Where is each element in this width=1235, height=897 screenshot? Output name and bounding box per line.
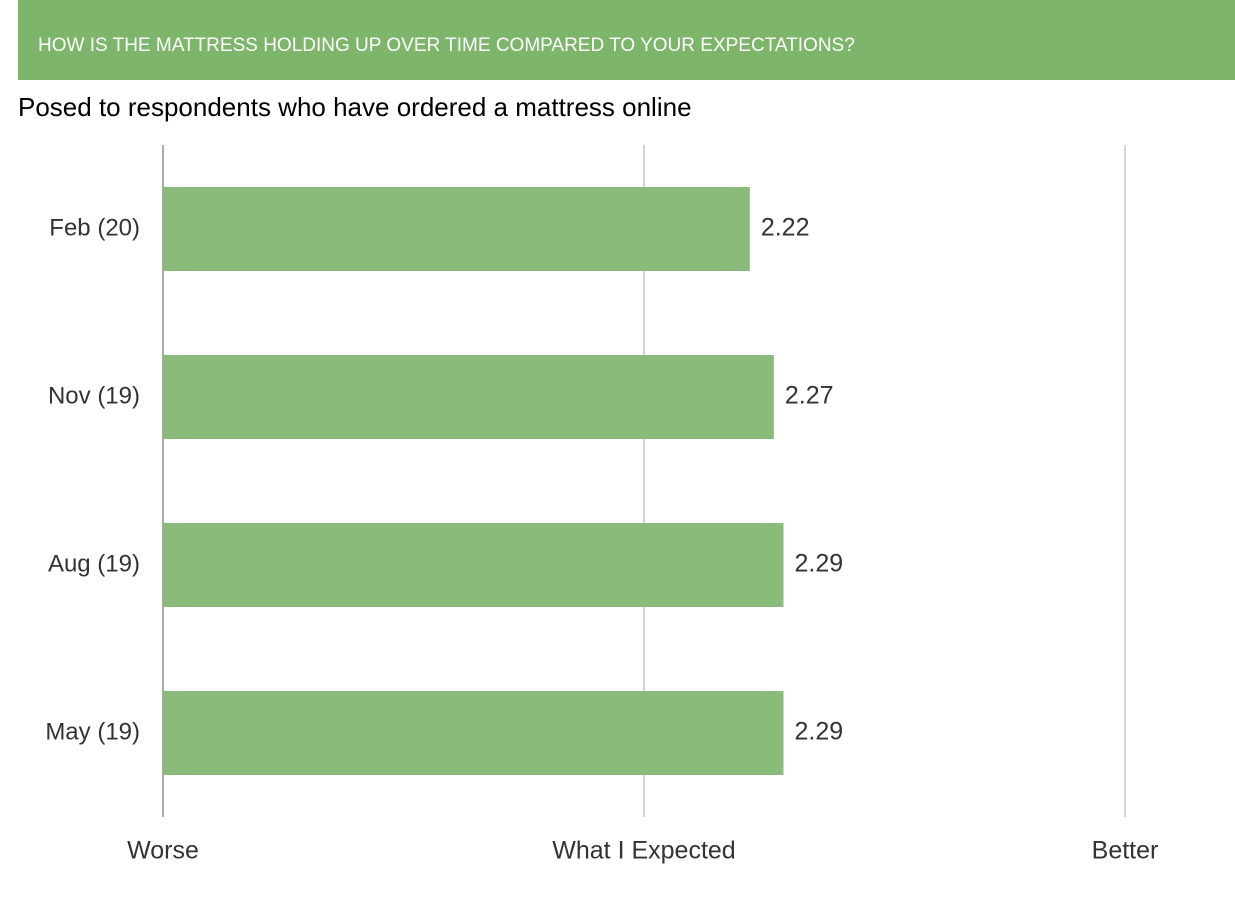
y-tick-label: Nov (19) xyxy=(48,382,140,409)
bar xyxy=(163,187,750,271)
bar xyxy=(163,691,784,775)
y-tick-label: Aug (19) xyxy=(48,550,140,577)
bar xyxy=(163,355,774,439)
chart-subtitle: Posed to respondents who have ordered a … xyxy=(18,92,692,122)
y-tick-label: May (19) xyxy=(45,718,140,745)
chart-title: HOW IS THE MATTRESS HOLDING UP OVER TIME… xyxy=(38,35,855,56)
header-band xyxy=(18,0,1235,80)
data-label: 2.29 xyxy=(794,718,843,746)
data-label: 2.29 xyxy=(794,550,843,578)
data-label: 2.27 xyxy=(785,382,834,410)
x-tick-label: Worse xyxy=(127,837,199,865)
x-tick-label: What I Expected xyxy=(552,837,735,865)
data-label: 2.22 xyxy=(761,214,810,242)
x-tick-label: Better xyxy=(1092,837,1159,865)
bar xyxy=(163,523,784,607)
y-tick-label: Feb (20) xyxy=(49,214,140,241)
